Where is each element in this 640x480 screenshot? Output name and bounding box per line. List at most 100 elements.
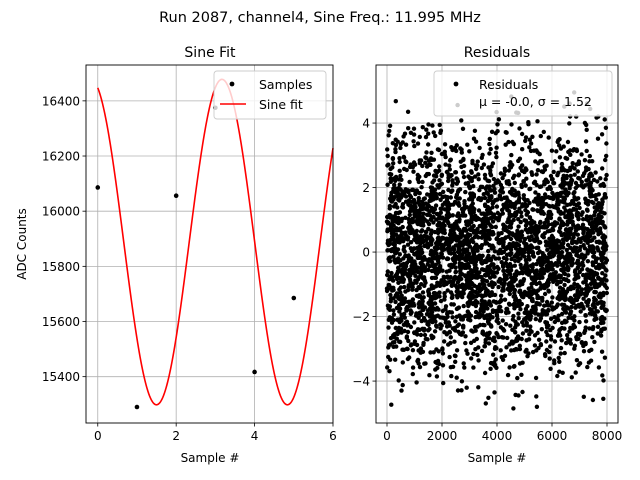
residual-point <box>577 176 582 181</box>
residual-point <box>599 255 604 260</box>
residual-point <box>557 155 563 160</box>
residual-point <box>497 276 503 282</box>
sample-point <box>291 295 297 301</box>
residual-point <box>603 267 608 272</box>
residual-point <box>482 344 488 349</box>
residual-point <box>412 188 417 193</box>
sine-fit-ytick-label: 16200 <box>42 150 80 164</box>
residual-point <box>415 332 420 337</box>
residual-point <box>496 256 502 261</box>
residual-point <box>595 331 600 336</box>
residual-point <box>412 339 418 344</box>
residual-point <box>515 250 520 255</box>
residual-point <box>466 303 471 309</box>
residual-point <box>502 172 507 177</box>
residual-point <box>511 302 516 307</box>
residual-point <box>547 349 552 355</box>
residual-point <box>516 311 521 316</box>
residual-point <box>590 244 596 250</box>
residual-point <box>523 201 528 207</box>
residual-point <box>511 313 516 319</box>
residual-point <box>485 306 490 311</box>
residual-point <box>528 141 534 146</box>
residual-point <box>529 289 534 295</box>
residual-point <box>604 285 609 291</box>
sine-fit-xtick-label: 0 <box>94 429 102 443</box>
residual-point <box>516 258 521 264</box>
residual-point <box>433 367 438 372</box>
residual-point <box>559 338 564 343</box>
residual-point <box>486 395 491 400</box>
residual-point <box>469 293 475 299</box>
residual-point <box>578 255 583 260</box>
residual-point <box>550 307 555 312</box>
residual-point <box>456 246 461 251</box>
residual-point <box>598 176 603 181</box>
residual-point <box>429 275 435 281</box>
residual-point <box>556 273 562 278</box>
residual-point <box>562 271 568 277</box>
residual-point <box>563 233 568 238</box>
residual-point <box>598 317 604 322</box>
residual-point <box>395 139 400 144</box>
residual-point <box>405 188 411 193</box>
residual-point <box>543 239 549 244</box>
residuals-xlabel: Sample # <box>468 451 527 465</box>
residual-point <box>410 365 416 370</box>
residual-point <box>488 275 493 280</box>
sine-fit-ytick-label: 16400 <box>42 94 80 108</box>
residual-point <box>413 191 418 197</box>
sine-fit-xtick-label: 4 <box>251 429 259 443</box>
residual-point <box>394 190 399 195</box>
residual-point <box>488 323 494 328</box>
residual-point <box>449 302 454 307</box>
residual-point <box>421 254 427 260</box>
residual-point <box>412 251 417 257</box>
sample-point <box>173 193 179 199</box>
residual-point <box>573 305 578 310</box>
residual-point <box>386 325 391 330</box>
residual-point <box>403 253 408 259</box>
figure-suptitle: Run 2087, channel4, Sine Freq.: 11.995 M… <box>159 10 481 26</box>
residual-point <box>506 179 511 184</box>
residual-point <box>447 354 452 360</box>
residual-point <box>591 200 596 206</box>
residual-point <box>570 198 575 204</box>
residual-point <box>502 205 507 210</box>
residual-point <box>404 260 410 266</box>
sine-fit-legend-box <box>213 70 327 120</box>
residual-point <box>509 286 514 291</box>
residual-point <box>506 224 512 230</box>
residual-point <box>589 347 594 352</box>
residual-point <box>587 326 592 331</box>
residual-point <box>527 215 533 220</box>
residual-point <box>405 329 411 335</box>
residual-point <box>549 265 554 270</box>
residual-point <box>511 364 517 369</box>
residual-point <box>533 159 538 164</box>
residual-point <box>448 275 453 280</box>
residual-point <box>488 216 493 221</box>
residual-point <box>424 205 430 210</box>
residual-point <box>490 161 496 166</box>
residual-point <box>581 394 586 399</box>
residual-point <box>574 249 580 255</box>
residual-point <box>572 343 578 348</box>
residual-point <box>545 229 550 234</box>
residual-point <box>441 236 446 241</box>
residual-point <box>410 287 415 292</box>
residual-point <box>398 145 403 151</box>
residual-point <box>447 223 452 229</box>
residual-point <box>398 339 403 345</box>
residual-point <box>393 147 398 152</box>
residual-point <box>548 344 553 349</box>
residual-point <box>533 190 538 195</box>
residual-point <box>441 282 447 288</box>
residual-point <box>589 309 594 314</box>
residual-point <box>482 172 488 178</box>
residual-point <box>542 253 547 258</box>
residual-point <box>520 331 526 336</box>
residual-point <box>601 276 607 282</box>
residual-point <box>601 326 606 331</box>
residual-point <box>589 238 595 243</box>
